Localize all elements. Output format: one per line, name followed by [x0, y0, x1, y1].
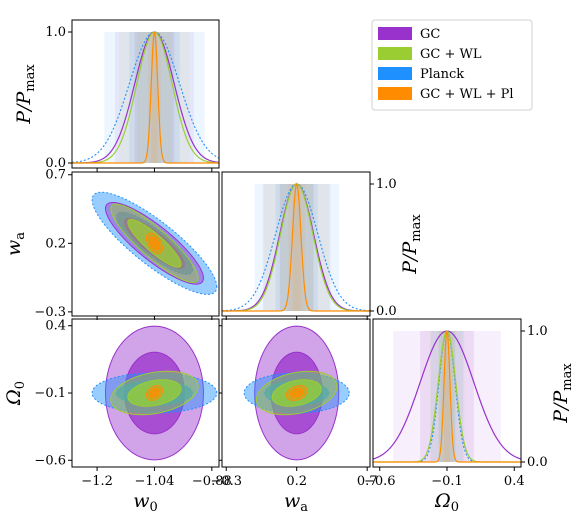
diag-tick-label: 1.0 [527, 324, 548, 339]
panel-2d-w_0-Omega_0 [71, 318, 220, 468]
diag-tick-label: 1.0 [376, 177, 397, 192]
x-tick-label-Omega_0: 0.4 [504, 474, 525, 489]
legend: GC GC + WL Planck GC + WL + Pl [371, 19, 533, 111]
x-tick-label-Omega_0: −0.1 [431, 474, 463, 489]
band-2sigma-GC [393, 331, 501, 462]
y-tick-label-w_a: 0.2 [45, 236, 66, 251]
y-tick-label-w_a: 0.7 [45, 168, 66, 183]
x-axis-label-Omega_0: Ω0 [434, 490, 459, 515]
legend-swatch-Planck [378, 67, 412, 80]
band-2sigma-GC+WL [429, 331, 465, 462]
x-tick-label-w_0: −1.04 [135, 474, 175, 489]
legend-label-GC: GC [420, 27, 440, 42]
diag-tick-label: 0.0 [527, 455, 548, 470]
band-1sigma-GC+WL+Pl [151, 32, 158, 163]
y-tick-label-Omega_0: −0.6 [34, 453, 66, 468]
diag-tick-label: 0.0 [376, 304, 397, 319]
contour-1sigma-GC+WL+Pl [289, 388, 304, 398]
panel-frame [71, 171, 220, 317]
band-1sigma-GC+WL+Pl [444, 331, 450, 462]
marginal-curve-GC+WL+Pl [72, 31, 219, 164]
contour-1sigma-GC+WL+Pl [149, 388, 160, 398]
band-2sigma-GC+WL [264, 184, 330, 311]
band-1sigma-GC [134, 32, 175, 163]
panel-frame [71, 19, 220, 169]
band-2sigma-GC [262, 184, 331, 311]
marginal-curve-GC+WL+Pl [373, 330, 521, 463]
y-axis-label-w_a: wa [3, 232, 28, 256]
x-axis-label-w_a: wa [284, 490, 308, 515]
panel-2d-w_0-w_a [71, 171, 220, 317]
x-tick-label-w_a: −0.3 [210, 474, 242, 489]
y-tick-label-w_a: −0.3 [34, 305, 66, 320]
band-1sigma-GC+WL+Pl [292, 184, 301, 311]
x-tick-label-w_0: −1.2 [81, 474, 113, 489]
panel-2d-w_a-Omega_0 [221, 318, 371, 468]
legend-swatch-GC+WL [378, 47, 412, 60]
band-1sigma-Planck [438, 331, 456, 462]
band-2sigma-GC+WL+Pl [148, 32, 161, 163]
legend-swatch-GC [378, 27, 412, 40]
band-1sigma-GC [279, 184, 314, 311]
x-tick-label-Omega_0: −0.6 [364, 474, 396, 489]
panel-marginal-w_0: 0.0 1.0 P/Pmax [13, 19, 220, 171]
marginal-curve-GC+WL+Pl [222, 182, 370, 312]
panel-frame [221, 171, 371, 317]
band-2sigma-GC+WL+Pl [441, 331, 453, 462]
marginal-curve-GC [72, 31, 219, 164]
x-tick-label-w_a: 0.7 [357, 474, 378, 489]
diag-ylabel: P/Pmax [13, 64, 38, 125]
band-1sigma-Planck [275, 184, 318, 311]
band-2sigma-GC+WL+Pl [288, 184, 306, 311]
diag-tick-label: 1.0 [45, 25, 66, 40]
legend-label-GC+WL+Pl: GC + WL + Pl [420, 87, 514, 102]
x-tick-label-w_0: −0.88 [192, 474, 232, 489]
y-axis-label-Omega_0: Ω0 [3, 381, 28, 406]
diag-tick-label: 0.0 [45, 156, 66, 171]
diag-ylabel: P/Pmax [550, 363, 575, 424]
legend-label-Planck: Planck [420, 67, 464, 82]
panel-marginal-w_a: 0.0 1.0 P/Pmax [221, 171, 424, 319]
band-1sigma-Planck [129, 32, 180, 163]
marginal-curve-GC+WL [222, 183, 370, 312]
band-2sigma-Planck [254, 184, 339, 311]
marginal-curve-Planck [72, 31, 219, 163]
band-2sigma-GC [115, 32, 194, 163]
x-tick-label-w_a: 0.2 [286, 474, 307, 489]
y-tick-label-Omega_0: 0.4 [45, 319, 66, 334]
y-tick-label-Omega_0: −0.1 [34, 386, 66, 401]
legend-label-GC+WL: GC + WL [420, 47, 482, 62]
legend-swatch-GC+WL+Pl [378, 87, 412, 100]
panel-marginal-Omega_0: 0.0 1.0 P/Pmax [372, 318, 575, 470]
diag-ylabel: P/Pmax [399, 214, 424, 275]
band-1sigma-GC [420, 331, 474, 462]
x-axis-label-w_0: w0 [133, 490, 158, 515]
contour-1sigma-GC+WL+Pl [149, 236, 160, 251]
